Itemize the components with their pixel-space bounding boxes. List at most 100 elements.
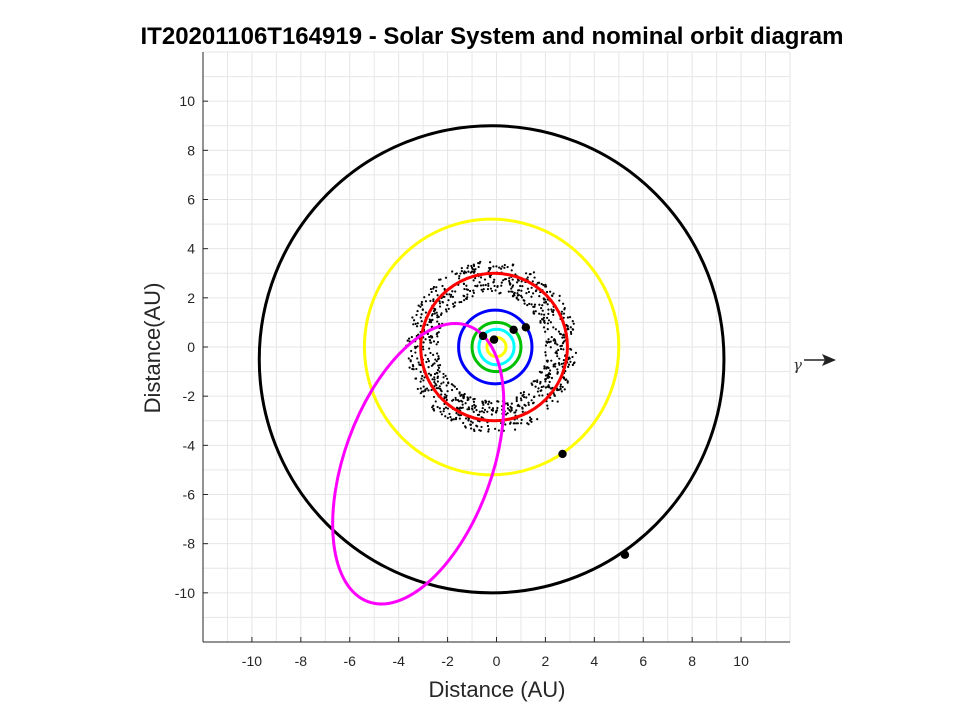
asteroid-point [567, 365, 570, 368]
asteroid-point [406, 339, 409, 342]
asteroid-point [544, 354, 547, 357]
asteroid-point [551, 310, 554, 313]
asteroid-point [460, 300, 463, 304]
asteroid-point [562, 359, 565, 362]
asteroid-point [521, 285, 524, 288]
asteroid-point [508, 408, 511, 412]
asteroid-point [496, 406, 499, 410]
asteroid-point [432, 353, 435, 356]
asteroid-point [544, 351, 547, 354]
asteroid-point [536, 390, 540, 393]
asteroid-point [462, 282, 466, 286]
asteroid-point [550, 376, 554, 380]
asteroid-point [520, 418, 523, 422]
asteroid-point [522, 390, 526, 394]
asteroid-point [504, 423, 507, 426]
asteroid-point [563, 306, 566, 310]
asteroid-point [470, 266, 474, 269]
asteroid-point [419, 324, 422, 327]
asteroid-point [537, 387, 540, 390]
asteroid-point [424, 338, 427, 341]
asteroid-point [419, 392, 422, 395]
asteroid-point [494, 427, 497, 430]
asteroid-point [436, 294, 439, 297]
vernal-equinox-indicator: γ [793, 354, 836, 374]
asteroid-point [422, 341, 425, 344]
asteroid-point [546, 376, 549, 379]
asteroid-point [463, 299, 466, 302]
asteroid-point [458, 301, 461, 304]
asteroid-point [464, 426, 467, 429]
x-tick-label: 8 [688, 653, 696, 669]
asteroid-point [421, 345, 425, 348]
asteroid-point [498, 266, 501, 269]
asteroid-point [545, 290, 549, 294]
asteroid-point [436, 368, 440, 372]
asteroid-point [516, 422, 519, 425]
asteroid-point [412, 323, 415, 326]
asteroid-point [510, 269, 513, 272]
asteroid-point [564, 378, 567, 381]
asteroid-point [447, 381, 450, 384]
asteroid-point [427, 360, 430, 363]
asteroid-point [473, 268, 476, 271]
asteroid-point [523, 302, 526, 305]
asteroid-point [484, 283, 487, 287]
asteroid-point [513, 428, 517, 431]
asteroid-point [543, 319, 546, 322]
asteroid-point [433, 380, 436, 384]
asteroid-point [472, 398, 475, 401]
asteroid-point [566, 316, 570, 319]
asteroid-point [431, 406, 434, 409]
asteroid-point [560, 310, 564, 313]
asteroid-point [521, 394, 524, 397]
asteroid-point [479, 284, 483, 287]
asteroid-point [435, 286, 438, 289]
asteroid-point [559, 388, 562, 391]
asteroid-point [451, 290, 454, 293]
asteroid-point [414, 322, 417, 325]
asteroid-point [412, 319, 416, 322]
asteroid-point [568, 356, 571, 359]
asteroid-point [542, 385, 545, 388]
asteroid-point [415, 325, 419, 328]
asteroid-point [519, 397, 523, 400]
asteroid-point [574, 351, 578, 354]
orbit-earth [470, 320, 523, 374]
asteroid-point [432, 395, 436, 399]
y-tick-label: 2 [187, 290, 195, 306]
asteroid-point [428, 293, 431, 296]
asteroid-point [530, 295, 533, 298]
asteroid-point [469, 271, 472, 274]
asteroid-point [560, 362, 563, 366]
asteroid-point [539, 321, 542, 324]
asteroid-point [434, 358, 437, 361]
asteroid-point [487, 282, 490, 285]
asteroid-point [460, 266, 463, 270]
asteroid-point [521, 410, 524, 413]
x-tick-label: 0 [493, 653, 501, 669]
asteroid-point [517, 279, 520, 282]
asteroid-point [547, 312, 550, 315]
asteroid-point [556, 355, 559, 358]
asteroid-point [528, 416, 532, 419]
asteroid-point [450, 418, 454, 421]
asteroid-point [410, 355, 414, 358]
asteroid-point [477, 413, 481, 416]
asteroid-point [519, 284, 522, 288]
x-axis-label: Distance (AU) [429, 677, 566, 702]
asteroid-point [456, 399, 460, 402]
asteroid-point [432, 285, 436, 289]
asteroid-point [453, 304, 456, 308]
asteroid-point [452, 384, 455, 387]
asteroid-point [496, 400, 499, 403]
asteroid-point [428, 339, 431, 342]
asteroid-point [469, 396, 472, 399]
asteroid-point [428, 318, 431, 321]
asteroid-point [491, 407, 495, 410]
asteroid-point [545, 359, 549, 362]
asteroid-point [501, 265, 504, 268]
asteroid-point [422, 385, 425, 388]
asteroid-point [445, 384, 448, 387]
asteroid-point [569, 360, 572, 363]
